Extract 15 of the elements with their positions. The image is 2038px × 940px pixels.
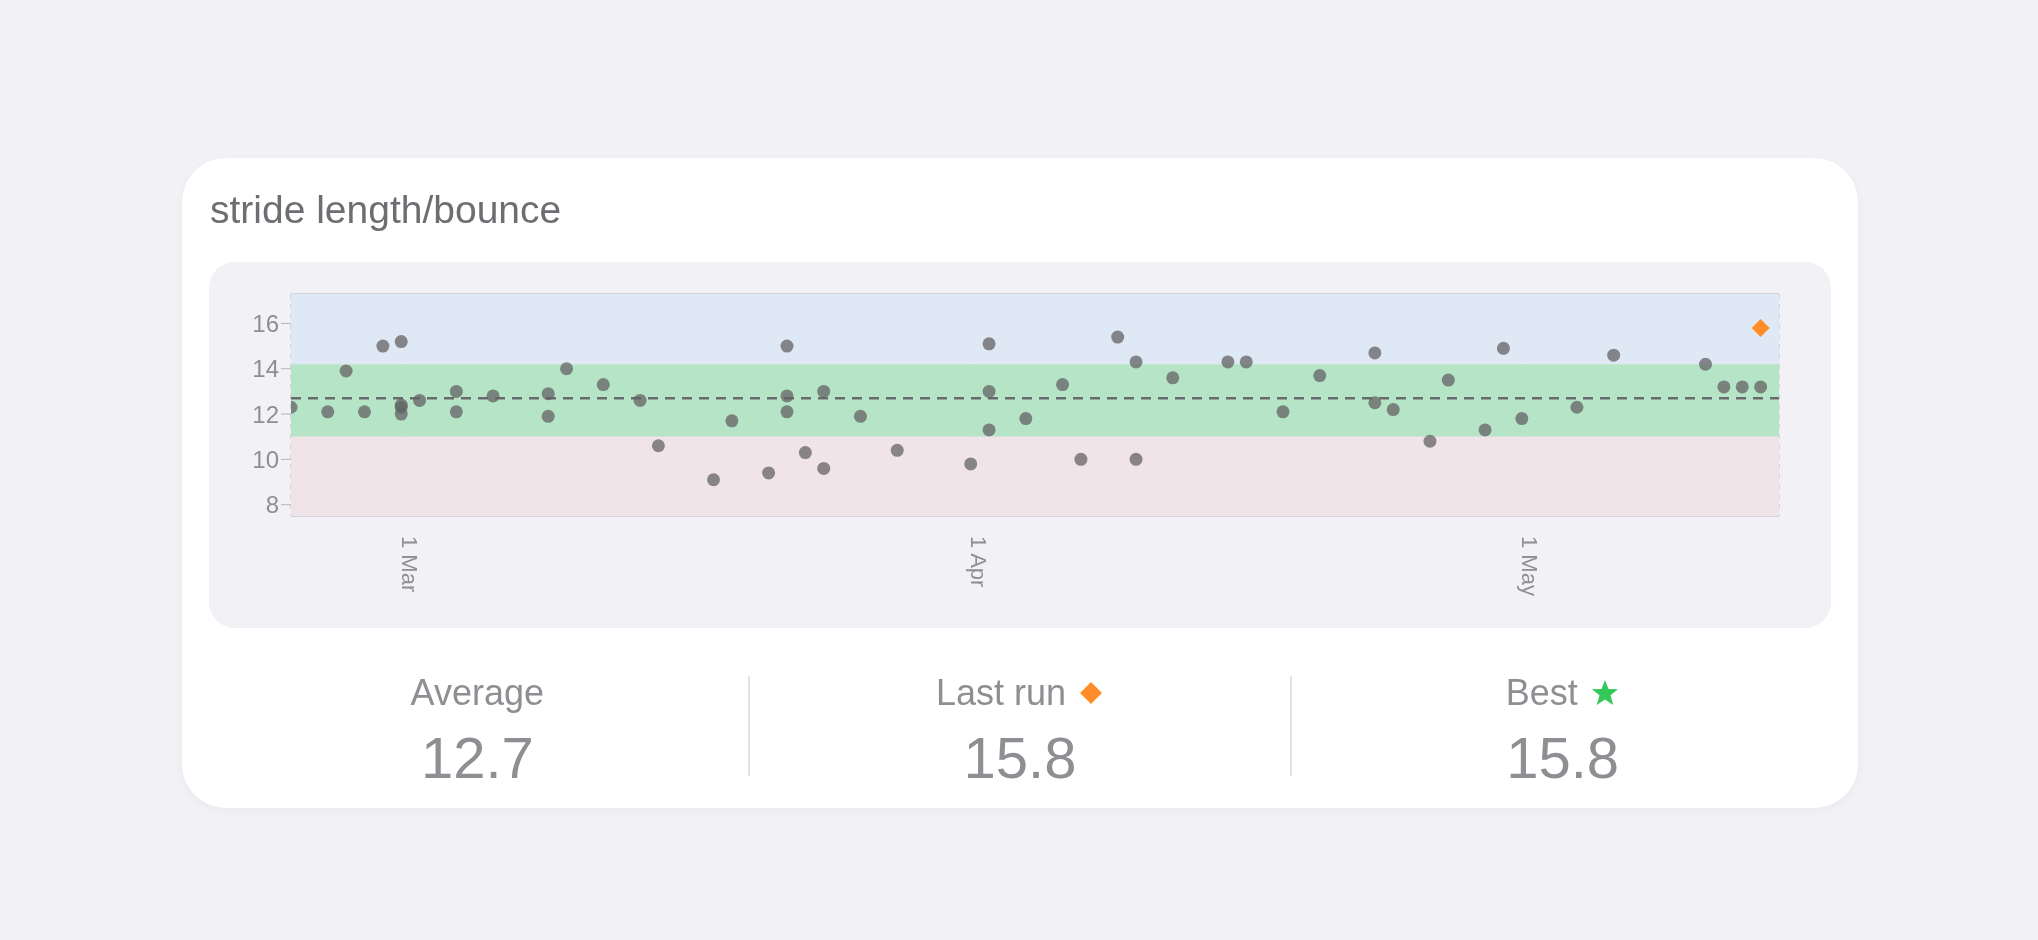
category-label: Best bbox=[1505, 672, 1578, 714]
data-label: 15.8 bbox=[1505, 724, 1621, 791]
x-tick-label: 1 Apr bbox=[966, 536, 992, 588]
chart-title: stride length/bounce bbox=[210, 188, 562, 232]
y-tick-label: 14 bbox=[252, 355, 279, 383]
data-label: 15.8 bbox=[962, 724, 1078, 791]
category-label: Last run bbox=[935, 672, 1067, 714]
x-tick-label: 1 Mar bbox=[396, 536, 422, 593]
x-tick-label: 1 May bbox=[1517, 536, 1543, 596]
y-tick-label: 8 bbox=[265, 491, 279, 519]
y-tick-label: 10 bbox=[252, 445, 279, 473]
data-label: 12.7 bbox=[419, 724, 535, 791]
y-tick-label: 16 bbox=[252, 309, 279, 337]
y-tick-label: 12 bbox=[252, 400, 279, 428]
category-label: Average bbox=[410, 672, 545, 714]
